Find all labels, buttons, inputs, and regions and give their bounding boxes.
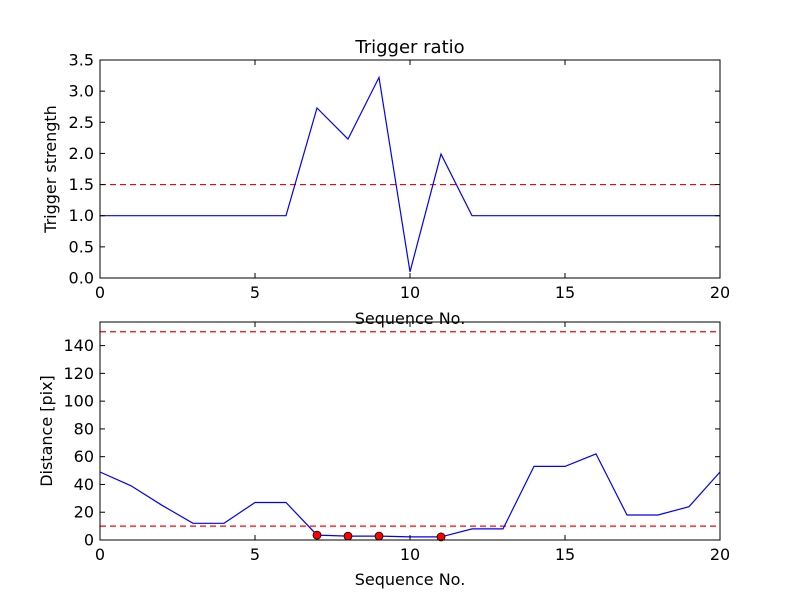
plot-area: 0 5 10 15 20 0.0 0.5 1.0 1.5 2.0 2.5 3.0 3.5 [69,51,731,303]
y-axis-label: Distance [pix] [37,375,56,487]
data-point-marker [312,530,322,540]
y-tick-label: 0.0 [69,269,94,288]
x-tick-label: 10 [400,545,420,564]
x-tick-label: 20 [710,283,730,302]
y-tick-label: 3.5 [69,51,94,70]
x-tick-label: 15 [555,545,575,564]
plot-area: 0 5 10 15 20 0 20 40 60 80 100 120 140 [63,321,730,564]
series-line [99,453,721,538]
x-axis-label: Sequence No. [355,309,466,328]
y-tick-label: 20 [74,503,94,522]
x-tick-label: 0 [95,545,105,564]
y-tick-label: 1.0 [69,206,94,225]
series-line [100,75,720,272]
data-point-marker [436,532,446,542]
x-tick-label: 15 [555,283,575,302]
y-axis-label: Trigger strength [41,105,60,234]
x-tick-label: 0 [95,283,105,302]
x-axis-label: Sequence No. [355,570,466,589]
y-tick-label: 100 [63,392,94,411]
y-tick-label: 40 [74,475,94,494]
axes-frame [99,59,721,279]
y-tick-label: 3.0 [69,82,94,101]
x-tick-label: 5 [250,283,260,302]
y-tick-label: 1.5 [69,175,94,194]
axes-frame [99,321,721,541]
chart-title: Trigger ratio [354,37,464,58]
y-tick-label: 60 [74,447,94,466]
y-tick-label: 0.5 [69,237,94,256]
distance-subplot: Distance [pix] Sequence No. 0 5 10 15 20 0 20 4… [37,321,730,589]
data-point-marker [374,531,384,541]
y-tick-label: 120 [63,364,94,383]
trigger-ratio-subplot: Trigger ratio Trigger strength Sequence … [41,37,730,328]
y-tick-label: 140 [63,336,94,355]
y-tick-label: 80 [74,419,94,438]
y-tick-label: 2.0 [69,144,94,163]
y-tick-label: 0 [84,531,94,550]
data-point-marker [343,531,353,541]
x-tick-label: 20 [710,545,730,564]
x-tick-label: 10 [400,283,420,302]
y-tick-label: 2.5 [69,113,94,132]
x-tick-label: 5 [250,545,260,564]
